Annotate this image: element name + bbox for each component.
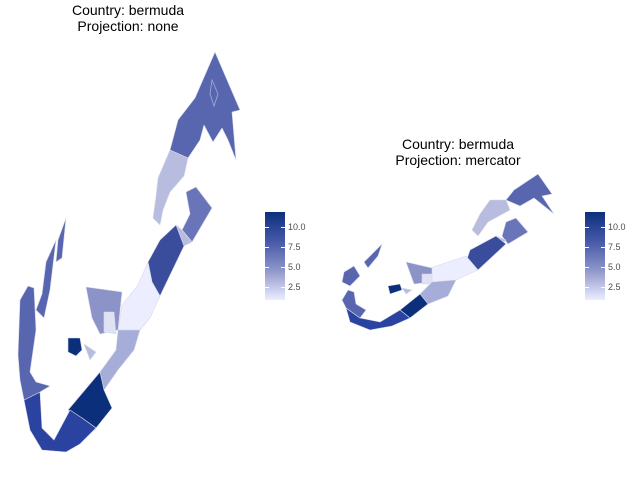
map-panel-none: Country: bermuda Projection: none (0, 2, 320, 453)
region-northwest-1 (341, 265, 361, 287)
region-west-chain (341, 289, 367, 319)
region-st-georges (169, 51, 241, 161)
map-panel-mercator: Country: bermuda Projection: mercator (320, 0, 640, 480)
legend-color-bar (585, 212, 605, 300)
legend-label-7-5: 7.5 (608, 242, 621, 252)
legend-label-2-5: 2.5 (608, 282, 621, 292)
region-smiths (181, 186, 213, 243)
region-hamilton-parish (152, 149, 189, 226)
color-legend: 10.0 7.5 5.0 2.5 (265, 212, 325, 312)
legend-label-5: 5.0 (608, 262, 621, 272)
region-northwest-2 (55, 217, 67, 263)
region-island-light (401, 287, 413, 295)
title-country: Country: bermuda (71, 2, 185, 18)
legend-label-7-5: 7.5 (288, 242, 301, 252)
region-northwest-2 (363, 243, 383, 269)
region-west-arc (23, 391, 97, 453)
region-west-chain (17, 285, 51, 401)
bermuda-map-none (17, 51, 241, 453)
region-small-1 (421, 273, 433, 285)
region-st-georges (505, 173, 555, 215)
region-island-light (83, 343, 97, 361)
title-projection: Projection: mercator (395, 152, 521, 168)
map-title: Country: bermuda Projection: none (0, 2, 320, 34)
legend-label-10: 10.0 (608, 222, 626, 232)
legend-label-5: 5.0 (288, 262, 301, 272)
region-northwest-1 (35, 239, 57, 319)
legend-label-2-5: 2.5 (288, 282, 301, 292)
bermuda-map-mercator (341, 173, 555, 331)
region-southampton (419, 279, 457, 305)
region-island-dark (67, 337, 83, 357)
map-title: Country: bermuda Projection: mercator (276, 136, 640, 168)
color-legend: 10.0 7.5 5.0 2.5 (585, 212, 640, 312)
title-projection: Projection: none (77, 18, 179, 34)
region-smiths (501, 217, 529, 245)
region-small-1 (103, 311, 117, 335)
region-island-dark (387, 283, 403, 295)
legend-label-10: 10.0 (288, 222, 306, 232)
region-southampton (99, 329, 141, 391)
title-country: Country: bermuda (401, 136, 515, 152)
region-west-arc (345, 307, 411, 331)
region-hamilton-parish (471, 199, 511, 237)
legend-color-bar (265, 212, 285, 300)
